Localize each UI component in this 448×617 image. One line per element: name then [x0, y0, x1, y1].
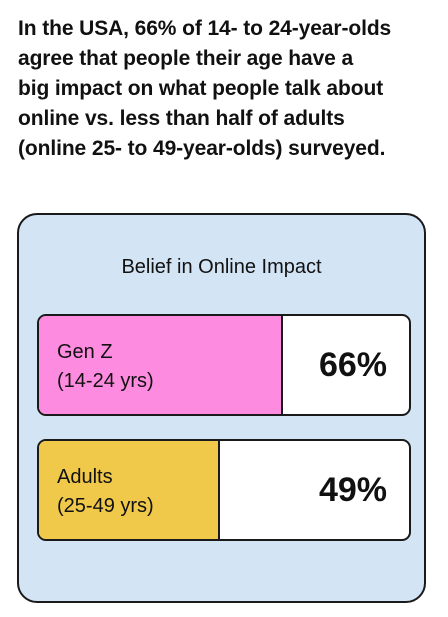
chart-title: Belief in Online Impact: [121, 256, 322, 278]
headline-line: big impact on what people talk about: [18, 77, 384, 100]
bar-gen-z: [39, 316, 284, 414]
bar-label-gen-z: Gen Z (14-24 yrs): [57, 338, 154, 396]
bar-adults: [39, 441, 221, 539]
headline: In the USA, 66% of 14- to 24-year-olds a…: [18, 14, 438, 164]
headline-line: (online 25- to 49-year-olds) surveyed.: [18, 137, 386, 160]
bar-label-name: Gen Z: [57, 341, 113, 363]
headline-line: agree that people their age have a: [18, 47, 354, 70]
headline-line: online vs. less than half of adults: [18, 107, 345, 130]
bar-label-adults: Adults (25-49 yrs): [57, 463, 154, 521]
bar-value-gen-z: 66%: [318, 345, 387, 384]
bar-row-adults: Adults (25-49 yrs) 49%: [37, 439, 411, 541]
chart-panel: Belief in Online Impact Gen Z (14-24 yrs…: [17, 213, 426, 603]
bar-row-gen-z: Gen Z (14-24 yrs) 66%: [37, 314, 411, 416]
bar-label-age-range: (14-24 yrs): [57, 370, 154, 392]
bar-label-name: Adults: [57, 466, 113, 488]
bar-value-adults: 49%: [318, 470, 387, 509]
bar-label-age-range: (25-49 yrs): [57, 495, 154, 517]
headline-line: In the USA, 66% of 14- to 24-year-olds: [18, 17, 392, 40]
